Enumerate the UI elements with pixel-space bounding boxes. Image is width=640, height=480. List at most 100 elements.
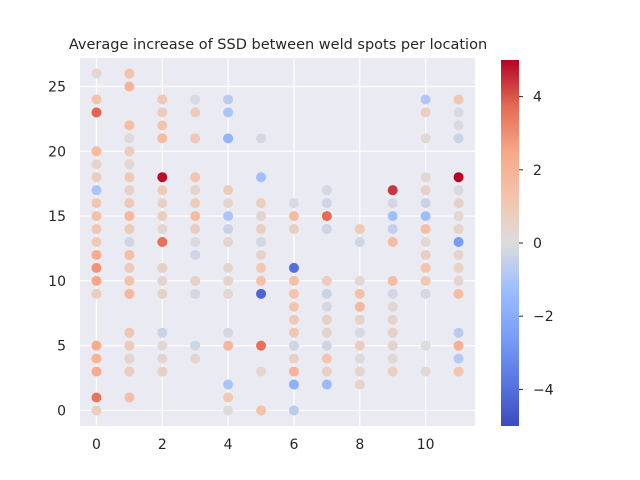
- data-point: [453, 198, 464, 209]
- data-point: [321, 353, 332, 364]
- data-point: [453, 224, 464, 235]
- data-point: [223, 340, 234, 351]
- data-point: [91, 392, 102, 403]
- data-point: [288, 327, 299, 338]
- data-point: [157, 353, 168, 364]
- data-point: [223, 379, 234, 390]
- data-point: [223, 224, 234, 235]
- data-point: [124, 159, 135, 170]
- data-point: [223, 107, 234, 118]
- y-tick-label: 20: [48, 144, 66, 160]
- data-point: [420, 237, 431, 247]
- data-point: [124, 146, 135, 157]
- data-point: [288, 405, 299, 416]
- data-point: [420, 133, 431, 144]
- data-point: [223, 327, 234, 338]
- data-point: [420, 211, 431, 222]
- y-axis-ticks: 0 5 10 15 20 25: [48, 80, 66, 420]
- y-tick-label: 15: [48, 209, 66, 225]
- data-point: [288, 379, 299, 390]
- data-point: [190, 340, 201, 351]
- data-point: [321, 198, 332, 209]
- data-point: [124, 211, 135, 222]
- data-point: [157, 275, 168, 286]
- data-point: [124, 353, 135, 364]
- data-point: [420, 340, 431, 351]
- data-point: [124, 172, 135, 183]
- data-point: [387, 211, 398, 222]
- data-point: [256, 288, 267, 299]
- data-point: [321, 340, 332, 351]
- data-point: [256, 224, 267, 235]
- data-point: [354, 366, 365, 377]
- data-point: [256, 211, 267, 222]
- data-point: [387, 288, 398, 299]
- data-point: [453, 172, 464, 183]
- data-point: [420, 275, 431, 286]
- data-point: [453, 353, 464, 364]
- data-point: [256, 237, 267, 247]
- data-point: [453, 133, 464, 144]
- data-point: [256, 133, 267, 144]
- data-point: [288, 224, 299, 235]
- data-point: [354, 327, 365, 338]
- data-point: [190, 185, 201, 196]
- data-points: [91, 68, 464, 416]
- x-tick-label: 0: [92, 437, 101, 453]
- data-point: [420, 198, 431, 209]
- data-point: [354, 224, 365, 235]
- data-point: [354, 288, 365, 299]
- data-point: [387, 366, 398, 377]
- data-point: [124, 224, 135, 235]
- data-point: [321, 211, 332, 222]
- data-point: [91, 353, 102, 364]
- data-point: [223, 133, 234, 144]
- data-point: [190, 224, 201, 235]
- data-point: [288, 366, 299, 377]
- data-point: [387, 275, 398, 286]
- data-point: [453, 275, 464, 286]
- data-point: [91, 107, 102, 118]
- data-point: [420, 94, 431, 105]
- data-point: [420, 224, 431, 235]
- data-point: [91, 211, 102, 222]
- data-point: [223, 405, 234, 416]
- data-point: [453, 185, 464, 196]
- data-point: [387, 198, 398, 209]
- data-point: [91, 146, 102, 157]
- data-point: [157, 288, 168, 299]
- data-point: [190, 288, 201, 299]
- data-point: [190, 94, 201, 105]
- data-point: [354, 275, 365, 286]
- data-point: [157, 224, 168, 235]
- x-axis-ticks: 0 2 4 6 8 10: [92, 437, 435, 453]
- data-point: [124, 366, 135, 377]
- data-point: [453, 288, 464, 299]
- data-point: [321, 224, 332, 235]
- data-point: [91, 185, 102, 196]
- data-point: [157, 237, 168, 247]
- data-point: [223, 288, 234, 299]
- data-point: [453, 327, 464, 338]
- data-point: [256, 366, 267, 377]
- data-point: [354, 301, 365, 312]
- data-point: [124, 68, 135, 79]
- data-point: [453, 249, 464, 260]
- data-point: [453, 366, 464, 377]
- data-point: [91, 249, 102, 260]
- data-point: [91, 340, 102, 351]
- data-point: [124, 237, 135, 247]
- data-point: [91, 159, 102, 170]
- data-point: [453, 340, 464, 351]
- data-point: [420, 249, 431, 260]
- data-point: [124, 262, 135, 273]
- data-point: [190, 172, 201, 183]
- data-point: [420, 288, 431, 299]
- data-point: [190, 107, 201, 118]
- data-point: [420, 366, 431, 377]
- data-point: [387, 301, 398, 312]
- data-point: [453, 120, 464, 131]
- data-point: [223, 94, 234, 105]
- data-point: [190, 198, 201, 209]
- data-point: [420, 172, 431, 183]
